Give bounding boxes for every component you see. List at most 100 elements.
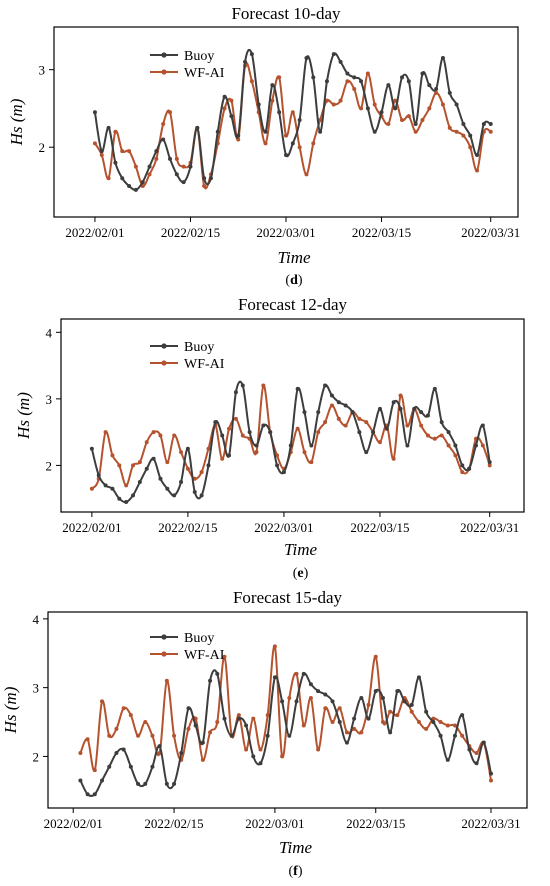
y-axis-label: Hs (m): [1, 686, 20, 734]
legend: Buoy WF-AI: [150, 340, 225, 372]
data-point-wf-ai: [365, 71, 370, 76]
x-tick-label: 2022/02/01: [65, 225, 124, 240]
y-tick-label: 2: [33, 749, 40, 764]
data-point-buoy: [301, 671, 306, 676]
data-point-buoy: [144, 466, 149, 471]
data-point-buoy: [359, 79, 364, 84]
chart-title: Forecast 12-day: [238, 295, 348, 314]
legend-label-buoy: Buoy: [184, 340, 214, 355]
data-point-wf-ai: [220, 456, 225, 461]
y-tick-label: 3: [39, 63, 46, 78]
data-point-buoy: [154, 149, 159, 154]
legend-marker-buoy: [161, 343, 167, 349]
data-point-buoy: [304, 56, 309, 61]
series-wf-ai: [89, 383, 492, 491]
data-point-buoy: [405, 443, 410, 448]
chart-title: Forecast 15-day: [233, 588, 343, 607]
data-point-wf-ai: [89, 486, 94, 491]
data-point-buoy: [179, 480, 184, 485]
data-point-buoy: [165, 486, 170, 491]
data-point-buoy: [420, 71, 425, 76]
data-point-wf-ai: [110, 453, 115, 458]
data-point-buoy: [380, 695, 385, 700]
data-point-wf-ai: [150, 733, 155, 738]
data-point-wf-ai: [147, 172, 152, 177]
data-point-wf-ai: [309, 460, 314, 465]
data-point-buoy: [249, 52, 254, 57]
data-point-buoy: [308, 682, 313, 687]
legend-label-wf-ai: WF-AI: [184, 648, 225, 663]
data-point-wf-ai: [222, 654, 227, 659]
data-point-wf-ai: [316, 430, 321, 435]
data-point-buoy: [215, 129, 220, 134]
data-point-wf-ai: [359, 106, 364, 111]
data-point-buoy: [452, 733, 457, 738]
data-point-buoy: [481, 121, 486, 126]
data-point-wf-ai: [208, 730, 213, 735]
data-point-wf-ai: [200, 757, 205, 762]
panel-label: (e): [293, 566, 309, 581]
data-point-wf-ai: [106, 176, 111, 181]
data-point-buoy: [373, 689, 378, 694]
legend-marker-wf-ai: [161, 69, 167, 75]
x-tick-label: 2022/03/15: [352, 225, 411, 240]
data-point-buoy: [275, 463, 280, 468]
data-point-buoy: [107, 764, 112, 769]
data-point-buoy: [120, 176, 125, 181]
legend-label-wf-ai: WF-AI: [184, 66, 225, 81]
data-point-buoy: [336, 400, 341, 405]
data-point-wf-ai: [165, 460, 170, 465]
data-point-buoy: [344, 740, 349, 745]
x-tick-label: 2022/03/01: [256, 225, 315, 240]
data-point-buoy: [287, 733, 292, 738]
data-point-buoy: [85, 792, 90, 797]
data-point-wf-ai: [186, 726, 191, 731]
data-point-buoy: [302, 410, 307, 415]
data-point-wf-ai: [416, 720, 421, 725]
data-point-wf-ai: [270, 98, 275, 103]
data-point-wf-ai: [158, 433, 163, 438]
data-point-buoy: [438, 733, 443, 738]
data-point-wf-ai: [117, 463, 122, 468]
data-point-buoy: [96, 473, 101, 478]
data-point-buoy: [481, 740, 486, 745]
legend: Buoy WF-AI: [150, 49, 225, 81]
data-point-buoy: [256, 102, 261, 107]
data-point-wf-ai: [488, 129, 493, 134]
x-tick-label: 2022/03/01: [245, 816, 304, 831]
data-point-buoy: [151, 456, 156, 461]
data-point-buoy: [294, 699, 299, 704]
data-point-wf-ai: [287, 695, 292, 700]
data-point-buoy: [338, 59, 343, 64]
data-point-buoy: [343, 403, 348, 408]
data-point-buoy: [474, 761, 479, 766]
data-point-wf-ai: [258, 747, 263, 752]
data-point-wf-ai: [179, 450, 184, 455]
data-point-wf-ai: [331, 102, 336, 107]
data-point-buoy: [164, 781, 169, 786]
data-point-buoy: [188, 164, 193, 169]
data-point-wf-ai: [121, 706, 126, 711]
data-point-wf-ai: [323, 420, 328, 425]
data-point-wf-ai: [161, 121, 166, 126]
data-point-buoy: [323, 383, 328, 388]
series-buoy: [89, 380, 492, 505]
data-point-buoy: [193, 723, 198, 728]
data-point-buoy: [284, 152, 288, 157]
data-point-wf-ai: [280, 754, 285, 759]
data-point-wf-ai: [388, 709, 393, 714]
y-axis-label: Hs (m): [7, 98, 26, 146]
data-point-wf-ai: [172, 733, 177, 738]
data-point-wf-ai: [359, 730, 364, 735]
data-point-wf-ai: [324, 98, 329, 103]
data-point-buoy: [309, 443, 314, 448]
data-point-buoy: [425, 413, 430, 418]
data-point-buoy: [409, 702, 414, 707]
data-point-buoy: [406, 79, 411, 84]
panel-label: (f): [288, 864, 302, 879]
data-point-wf-ai: [137, 460, 142, 465]
x-tick-label: 2022/02/01: [62, 520, 121, 535]
series-line-buoy: [93, 48, 492, 191]
data-point-buoy: [432, 386, 437, 391]
